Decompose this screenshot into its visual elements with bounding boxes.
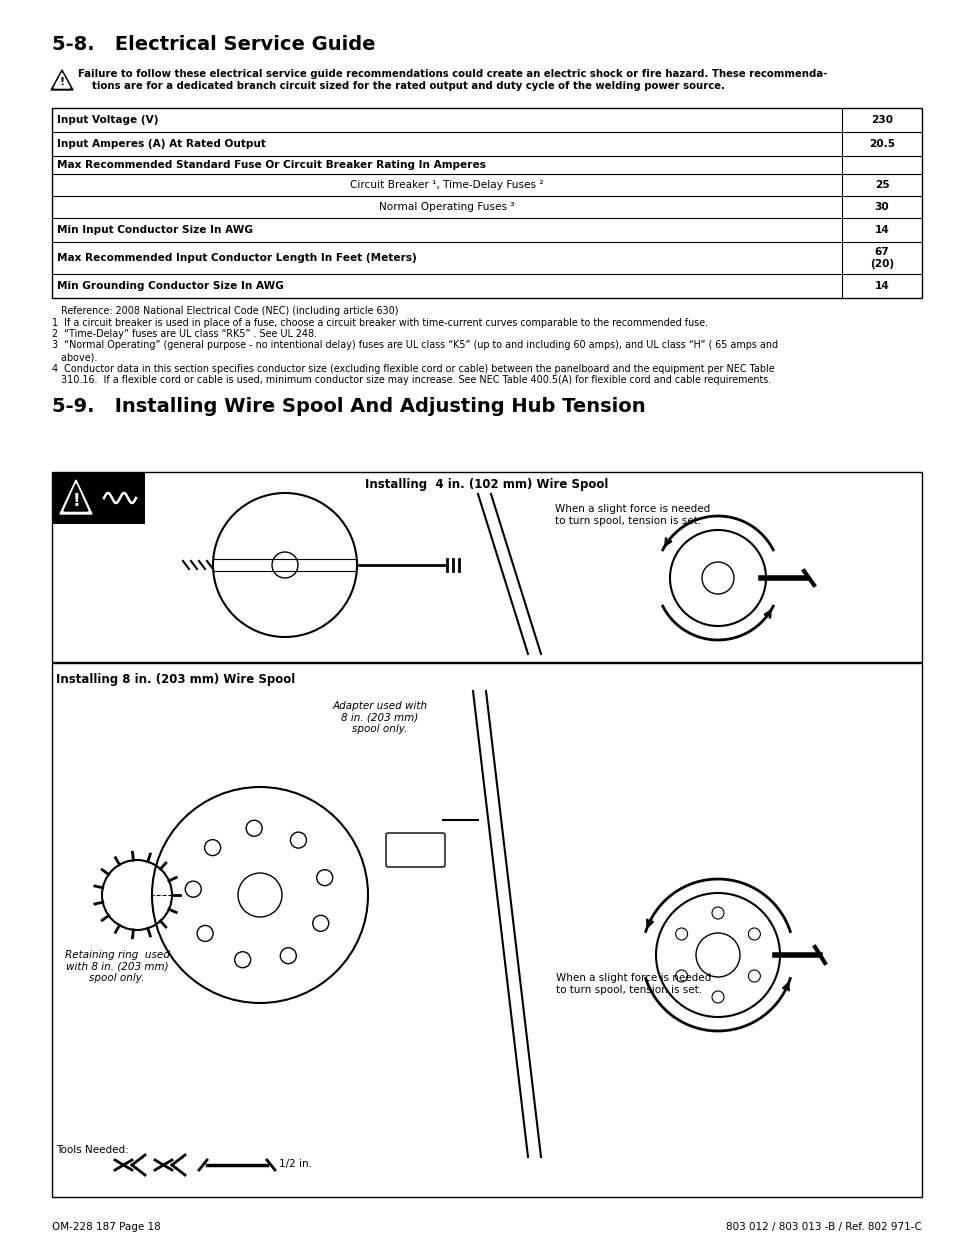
Text: Tools Needed:: Tools Needed: <box>56 1145 129 1155</box>
Bar <box>52 663 921 1197</box>
Text: 20.5: 20.5 <box>868 140 894 149</box>
Text: Min Grounding Conductor Size In AWG: Min Grounding Conductor Size In AWG <box>57 282 284 291</box>
Bar <box>52 472 921 662</box>
Text: 1  If a circuit breaker is used in place of a fuse, choose a circuit breaker wit: 1 If a circuit breaker is used in place … <box>52 317 707 327</box>
Text: 67
(20): 67 (20) <box>869 247 893 269</box>
Text: Max Recommended Standard Fuse Or Circuit Breaker Rating In Amperes: Max Recommended Standard Fuse Or Circuit… <box>57 161 485 170</box>
Text: Adapter used with
8 in. (203 mm)
spool only.: Adapter used with 8 in. (203 mm) spool o… <box>332 701 427 734</box>
Bar <box>52 472 145 524</box>
Text: Failure to follow these electrical service guide recommendations could create an: Failure to follow these electrical servi… <box>78 69 826 79</box>
Text: 5-8.   Electrical Service Guide: 5-8. Electrical Service Guide <box>52 35 375 54</box>
Text: Reference: 2008 National Electrical Code (NEC) (including article 630): Reference: 2008 National Electrical Code… <box>52 306 398 316</box>
Text: Circuit Breaker ¹, Time-Delay Fuses ²: Circuit Breaker ¹, Time-Delay Fuses ² <box>350 180 543 190</box>
Polygon shape <box>64 484 88 511</box>
Text: 803 012 / 803 013 -B / Ref. 802 971-C: 803 012 / 803 013 -B / Ref. 802 971-C <box>725 1221 921 1233</box>
Text: Installing  4 in. (102 mm) Wire Spool: Installing 4 in. (102 mm) Wire Spool <box>365 478 608 492</box>
Text: 25: 25 <box>874 180 888 190</box>
Bar <box>52 107 921 298</box>
Polygon shape <box>54 73 70 88</box>
Text: OM-228 187 Page 18: OM-228 187 Page 18 <box>52 1221 161 1233</box>
Text: Input Amperes (A) At Rated Output: Input Amperes (A) At Rated Output <box>57 140 266 149</box>
Text: 4  Conductor data in this section specifies conductor size (excluding flexible c: 4 Conductor data in this section specifi… <box>52 363 774 373</box>
Polygon shape <box>60 480 91 514</box>
Text: 14: 14 <box>874 225 888 235</box>
FancyBboxPatch shape <box>386 832 444 867</box>
Text: 1/2 in.: 1/2 in. <box>278 1158 312 1170</box>
Text: !: ! <box>59 77 65 86</box>
Text: 230: 230 <box>870 115 892 125</box>
Text: above).: above). <box>52 352 97 362</box>
Polygon shape <box>51 70 73 90</box>
Text: Max Recommended Input Conductor Length In Feet (Meters): Max Recommended Input Conductor Length I… <box>57 253 416 263</box>
Text: Retaining ring  used
with 8 in. (203 mm)
spool only.: Retaining ring used with 8 in. (203 mm) … <box>65 950 170 983</box>
Text: Min Input Conductor Size In AWG: Min Input Conductor Size In AWG <box>57 225 253 235</box>
Text: tions are for a dedicated branch circuit sized for the rated output and duty cyc: tions are for a dedicated branch circuit… <box>91 82 724 91</box>
Text: 310.16.  If a flexible cord or cable is used, minimum conductor size may increas: 310.16. If a flexible cord or cable is u… <box>52 375 770 385</box>
Text: 14: 14 <box>874 282 888 291</box>
Text: 30: 30 <box>874 203 888 212</box>
Text: 5-9.   Installing Wire Spool And Adjusting Hub Tension: 5-9. Installing Wire Spool And Adjusting… <box>52 396 645 415</box>
Text: When a slight force is needed
to turn spool, tension is set.: When a slight force is needed to turn sp… <box>555 504 709 526</box>
Text: Input Voltage (V): Input Voltage (V) <box>57 115 158 125</box>
Text: When a slight force is needed
to turn spool, tension is set.: When a slight force is needed to turn sp… <box>556 973 711 994</box>
Text: !: ! <box>72 492 80 510</box>
Text: 3  “Normal Operating” (general purpose - no intentional delay) fuses are UL clas: 3 “Normal Operating” (general purpose - … <box>52 341 778 351</box>
Text: Installing 8 in. (203 mm) Wire Spool: Installing 8 in. (203 mm) Wire Spool <box>56 673 294 685</box>
Text: 2  “Time-Delay” fuses are UL class “RK5” . See UL 248.: 2 “Time-Delay” fuses are UL class “RK5” … <box>52 329 316 338</box>
Text: Normal Operating Fuses ³: Normal Operating Fuses ³ <box>379 203 515 212</box>
